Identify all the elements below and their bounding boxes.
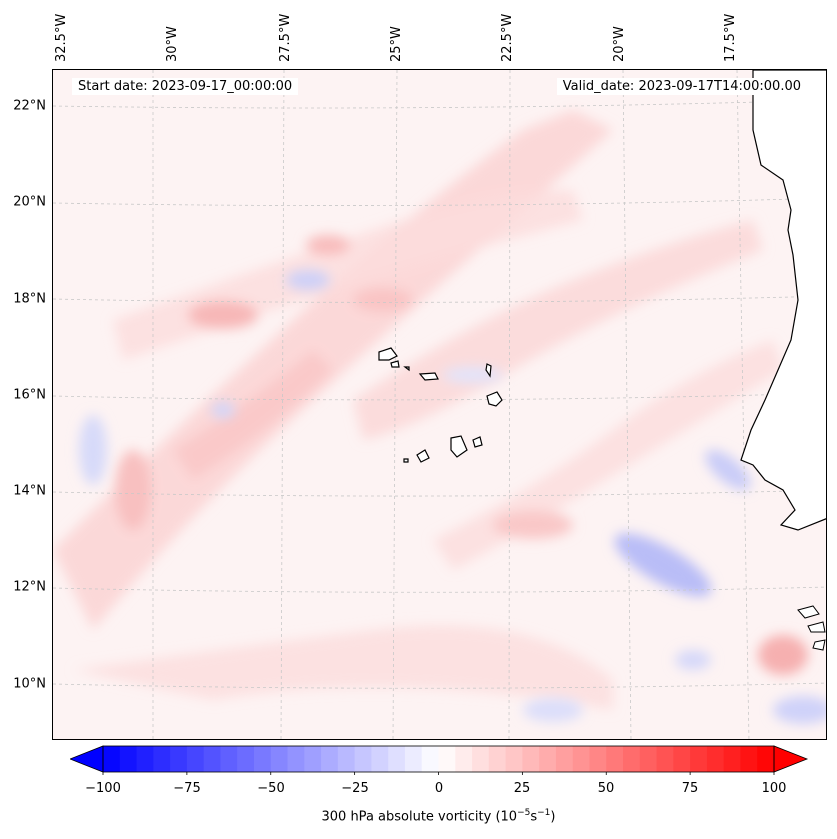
colorbar-cell — [270, 746, 289, 772]
colorbar-cell — [606, 746, 624, 772]
lon-label-25w: 25°W — [389, 26, 404, 62]
cb-tick-label: −100 — [85, 781, 121, 796]
cb-tick-label: −50 — [257, 781, 285, 796]
cb-tick-label: 100 — [761, 781, 787, 796]
colorbar-cell — [103, 746, 121, 772]
lon-label-22-5w: 22.5°W — [500, 13, 515, 62]
lat-label-18n: 18°N — [13, 291, 46, 307]
lat-label-22n: 22°N — [13, 98, 46, 114]
colorbar-cell — [170, 746, 188, 772]
colorbar-cell — [656, 746, 674, 772]
colorbar-cell — [220, 746, 238, 772]
bijagos-islands — [797, 605, 826, 651]
colorbar-cell — [589, 746, 607, 772]
colorbar-cell — [321, 746, 339, 772]
colorbar-cells — [103, 746, 775, 772]
colorbar-cell — [623, 746, 641, 772]
colorbar-cell — [522, 746, 540, 772]
colorbar — [70, 745, 809, 775]
colorbar-cell — [673, 746, 691, 772]
cb-tick-label: 75 — [681, 781, 699, 796]
colorbar-title: 300 hPa absolute vorticity (10−5s−1) — [321, 808, 556, 825]
positive-vorticity-bands — [53, 110, 808, 710]
lat-label-14n: 14°N — [13, 483, 46, 499]
lon-label-17-5w: 17.5°W — [723, 13, 738, 62]
start-date-label: Start date: 2023-09-17_00:00:00 — [72, 78, 299, 95]
lat-label-10n: 10°N — [13, 676, 46, 692]
valid-date-label: Valid_date: 2023-09-17T14:00:00.00 — [556, 78, 807, 95]
cb-tick-label: 50 — [597, 781, 615, 796]
lat-label-12n: 12°N — [13, 579, 46, 595]
colorbar-cell — [740, 746, 758, 772]
colorbar-cell — [505, 746, 523, 772]
lat-label-16n: 16°N — [13, 387, 46, 403]
colorbar-cell — [119, 746, 138, 772]
africa-coastline — [740, 70, 826, 531]
colorbar-cell — [455, 746, 473, 772]
lon-label-30w: 30°W — [165, 26, 180, 62]
colorbar-cell — [757, 746, 775, 772]
graticule — [53, 70, 826, 739]
cb-tick-label: 0 — [434, 781, 444, 796]
cape-verde-islands — [378, 347, 503, 463]
colorbar-cell — [203, 746, 222, 772]
lat-label-20n: 20°N — [13, 194, 46, 210]
colorbar-cell — [136, 746, 154, 772]
colorbar-cell — [186, 746, 205, 772]
colorbar-cell — [304, 746, 322, 772]
colorbar-cell — [438, 746, 456, 772]
colorbar-extend-high — [773, 745, 809, 773]
lon-label-27-5w: 27.5°W — [278, 13, 293, 62]
colorbar-cell — [371, 746, 389, 772]
cb-tick-label: 25 — [513, 781, 531, 796]
colorbar-cell — [472, 746, 490, 772]
colorbar-cell — [337, 746, 356, 772]
colorbar-cell — [555, 746, 574, 772]
colorbar-cell — [723, 746, 742, 772]
colorbar-cell — [153, 746, 171, 772]
cb-tick-label: −25 — [341, 781, 369, 796]
colorbar-cell — [253, 746, 272, 772]
colorbar-cell — [287, 746, 305, 772]
vorticity-field — [53, 70, 826, 739]
colorbar-cell — [354, 746, 372, 772]
cb-tick-label: −75 — [173, 781, 201, 796]
colorbar-cell — [539, 746, 557, 772]
colorbar-cell — [421, 746, 440, 772]
colorbar-cell — [706, 746, 725, 772]
map-panel[interactable] — [52, 69, 827, 740]
colorbar-cell — [237, 746, 255, 772]
colorbar-cell — [488, 746, 507, 772]
colorbar-cell — [639, 746, 658, 772]
colorbar-cell — [690, 746, 708, 772]
lon-label-20w: 20°W — [612, 26, 627, 62]
lon-label-32-5w: 32.5°W — [54, 13, 69, 62]
colorbar-cell — [388, 746, 406, 772]
colorbar-cell — [404, 746, 423, 772]
colorbar-extend-low — [70, 745, 104, 773]
colorbar-ticks — [102, 772, 775, 775]
colorbar-cell — [572, 746, 591, 772]
